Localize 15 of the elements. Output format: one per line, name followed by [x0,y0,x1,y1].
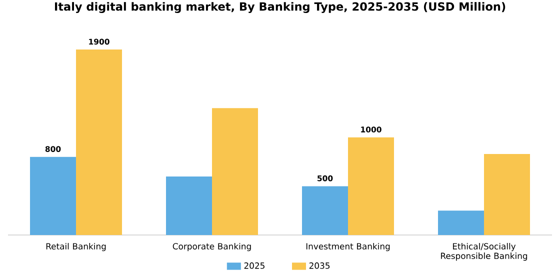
x-tick-label: Ethical/Socially Responsible Banking [441,242,528,261]
bar [212,108,258,235]
bar [438,210,484,235]
bar [484,154,530,235]
bar [76,50,122,235]
legend-label: 2025 [244,262,264,269]
x-tick-label: Corporate Banking [172,242,251,252]
chart-title: Italy digital banking market, By Banking Type, 2025-2035 (USD Million) [54,2,506,14]
bar [302,186,348,235]
bar [348,137,394,235]
bar [166,176,212,235]
bar [30,156,76,235]
legend-label: 2035 [309,262,330,269]
x-tick-label: Investment Banking [306,242,390,252]
x-tick-label: Retail Banking [46,242,106,252]
